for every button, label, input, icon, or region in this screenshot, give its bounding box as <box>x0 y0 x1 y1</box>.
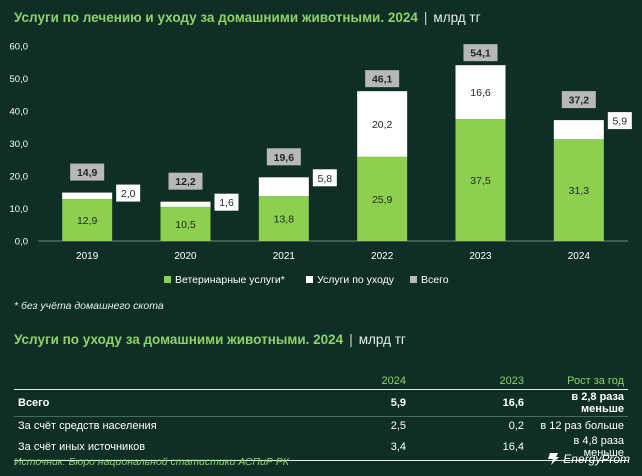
y-tick-label: 60,0 <box>10 42 29 53</box>
x-tick-label: 2021 <box>273 251 296 262</box>
y-tick-label: 0,0 <box>15 237 28 248</box>
x-tick-label: 2022 <box>371 251 394 262</box>
footnote: * без учёта домашнего скота <box>14 300 164 312</box>
chart-title: Услуги по лечению и уходу за домашними ж… <box>14 9 418 25</box>
row-value-2023: 16,4 <box>410 434 528 461</box>
x-tick-label: 2020 <box>174 251 197 262</box>
summary-table: 2024 2023 Рост за год Всего 5,9 16,6 в 2… <box>14 372 628 461</box>
bar-care <box>455 65 506 120</box>
legend-label: Ветеринарные услуги* <box>175 274 285 286</box>
table-unit: млрд тг <box>358 331 406 347</box>
x-tick-label: 2024 <box>568 251 591 262</box>
total-label: 19,6 <box>274 152 295 164</box>
data-label-vet: 37,5 <box>470 175 491 187</box>
title-separator: | <box>423 9 428 25</box>
stacked-bar-chart: 0,0 10,0 20,0 30,0 40,0 50,0 60,0 2019 12,9 2,0 14… <box>10 42 632 286</box>
care-label-box <box>116 184 141 202</box>
care-label-box <box>214 193 239 211</box>
row-change: в 4,8 раза меньше <box>528 434 628 461</box>
total-box <box>266 148 301 166</box>
total-box <box>70 163 105 181</box>
x-tick-label: 2023 <box>469 251 492 262</box>
y-tick-label: 30,0 <box>10 139 29 150</box>
data-label-care: 5,8 <box>318 173 333 185</box>
data-label-care: 1,6 <box>219 197 234 209</box>
legend-swatch <box>410 276 417 283</box>
row-label: За счёт иных источников <box>14 434 322 461</box>
care-label-box <box>312 169 337 187</box>
data-label-vet: 13,8 <box>274 214 295 226</box>
table-header-label <box>14 372 322 390</box>
logo-icon <box>548 453 560 465</box>
row-value-2023: 16,6 <box>410 389 528 417</box>
row-value-2024: 3,4 <box>322 434 410 461</box>
bar-vet <box>357 156 408 241</box>
y-tick-label: 20,0 <box>10 172 29 183</box>
bar-vet <box>258 196 309 241</box>
data-label-care: 20,2 <box>372 119 393 131</box>
table-title-separator: | <box>349 331 353 347</box>
data-label-vet: 31,3 <box>569 185 590 197</box>
table-row: За счёт средств населения 2,5 0,2 в 12 р… <box>14 417 628 435</box>
bar-care <box>160 201 211 207</box>
data-label-care: 2,0 <box>121 188 136 200</box>
y-tick-label: 50,0 <box>10 74 29 85</box>
bar-vet <box>455 119 506 241</box>
bar-vet <box>62 199 113 241</box>
brand-logo: EnergyProm <box>546 452 630 466</box>
total-label: 12,2 <box>175 176 196 188</box>
chart-unit: млрд тг <box>433 9 481 25</box>
data-label-care: 16,6 <box>470 87 491 99</box>
total-label: 46,1 <box>372 74 393 86</box>
bar-care <box>62 192 113 200</box>
care-label-box <box>607 112 632 130</box>
legend-swatch <box>164 276 171 283</box>
table-header-change: Рост за год <box>528 372 628 390</box>
row-label: За счёт средств населения <box>18 419 157 432</box>
bar-care <box>553 120 604 140</box>
table-header-row: 2024 2023 Рост за год <box>14 372 628 390</box>
total-box <box>561 91 596 109</box>
source-note: Источник: Бюро национальной статистики А… <box>14 456 289 468</box>
data-label-care: 5,9 <box>613 116 628 128</box>
total-label: 14,9 <box>77 167 98 179</box>
legend-label: Услуги по уходу <box>317 274 395 286</box>
x-tick-label: 2019 <box>76 251 99 262</box>
total-box <box>463 44 498 62</box>
data-label-vet: 25,9 <box>372 194 393 206</box>
total-box <box>365 70 400 88</box>
total-label: 37,2 <box>569 95 590 107</box>
row-value-2023: 0,2 <box>508 419 524 432</box>
bar-care <box>357 91 408 157</box>
y-tick-label: 40,0 <box>10 107 29 118</box>
legend-swatch <box>306 276 313 283</box>
row-value-2024: 2,5 <box>390 419 406 432</box>
chart-title-bar: Услуги по лечению и уходу за домашними ж… <box>0 0 642 34</box>
row-change: в 12 раз больше <box>540 419 624 432</box>
table-title: Услуги по уходу за домашними животными. … <box>14 331 344 347</box>
logo-text: EnergyProm <box>563 452 630 466</box>
data-label-vet: 10,5 <box>175 219 196 231</box>
row-label: Всего <box>14 389 322 417</box>
total-box <box>168 172 203 190</box>
total-label: 54,1 <box>470 48 491 60</box>
table-row: Всего 5,9 16,6 в 2,8 раза меньше <box>14 389 628 417</box>
bar-vet <box>160 206 211 241</box>
bar-care <box>258 177 309 197</box>
row-value-2024: 5,9 <box>322 389 410 417</box>
table-header-2024: 2024 <box>322 372 410 390</box>
table-row: За счёт иных источников 3,4 16,4 в 4,8 р… <box>14 434 628 461</box>
y-tick-label: 10,0 <box>10 204 29 215</box>
table-title-bar: Услуги по уходу за домашними животными. … <box>0 328 642 350</box>
legend-label: Всего <box>421 274 449 286</box>
table-header-2023: 2023 <box>410 372 528 390</box>
data-label-vet: 12,9 <box>77 215 98 227</box>
row-change: в 2,8 раза меньше <box>528 389 628 417</box>
bar-vet <box>553 139 604 241</box>
